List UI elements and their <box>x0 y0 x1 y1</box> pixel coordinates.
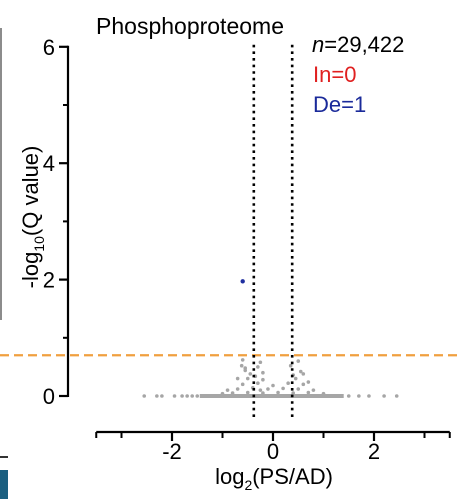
data-point <box>248 372 253 376</box>
data-point <box>367 394 371 398</box>
corner-fragment-block <box>0 470 8 499</box>
data-point <box>243 366 248 370</box>
down-regulated-count: De=1 <box>313 92 366 117</box>
data-point <box>291 391 296 395</box>
data-point <box>271 383 275 388</box>
data-point <box>195 394 200 398</box>
data-point <box>172 394 177 398</box>
data-point <box>301 382 306 387</box>
data-point <box>256 365 260 369</box>
x-tick-label: 2 <box>368 439 380 464</box>
x-axis-label-rest: (PS/AD) <box>252 464 333 489</box>
significant-down-point <box>240 279 245 284</box>
data-point <box>357 394 361 398</box>
data-point <box>235 376 240 381</box>
data-point <box>266 387 270 391</box>
data-point <box>288 363 293 368</box>
data-point <box>185 394 189 398</box>
data-point <box>296 387 301 391</box>
y-axis-label-sub: 10 <box>31 236 47 252</box>
data-point <box>239 363 244 368</box>
data-point <box>301 372 306 376</box>
y-tick-label: 6 <box>43 35 55 60</box>
n-count-label: n=29,422 <box>312 32 404 57</box>
ticks-layer: 0 2 4 6 -2 0 2 <box>43 35 451 464</box>
data-point <box>394 394 399 398</box>
data-point <box>296 359 301 363</box>
data-point <box>245 390 250 395</box>
data-point <box>346 394 351 398</box>
y-tick-label: 4 <box>43 151 55 176</box>
x-tick-label: -2 <box>162 439 182 464</box>
data-point <box>190 394 194 398</box>
data-point <box>240 382 245 387</box>
data-point <box>155 394 159 398</box>
data-point <box>261 370 265 375</box>
data-point <box>240 358 245 362</box>
data-point <box>261 391 265 395</box>
y-tick-label: 2 <box>43 268 55 293</box>
y-axis-label-main: -log <box>18 252 43 289</box>
points-layer <box>142 279 399 398</box>
x-tick-label: 0 <box>267 439 279 464</box>
corner-fragment-line <box>0 456 8 458</box>
dense-baseline-points <box>199 394 344 398</box>
left-edge-strip <box>0 28 2 320</box>
n-count-value: =29,422 <box>324 32 404 57</box>
data-point <box>235 387 240 391</box>
data-point <box>180 394 184 398</box>
x-axis-label: log2(PS/AD) <box>215 464 333 493</box>
y-axis-label-rest: (Q value) <box>18 146 43 236</box>
data-point <box>245 376 250 381</box>
x-axis-label-sub: 2 <box>244 477 252 493</box>
data-point <box>306 380 311 384</box>
n-count-prefix: n <box>312 32 324 57</box>
data-point <box>382 394 386 398</box>
x-axis-label-main: log <box>215 464 244 489</box>
data-point <box>225 388 230 392</box>
data-point <box>286 381 290 385</box>
chart-title: Phosphoproteome <box>96 13 284 39</box>
data-point <box>306 390 311 395</box>
data-point <box>281 386 285 391</box>
data-point <box>160 394 164 398</box>
data-point <box>311 388 316 392</box>
data-point <box>298 369 303 374</box>
data-point <box>230 391 235 395</box>
data-point <box>258 388 263 392</box>
data-point <box>142 394 147 398</box>
up-regulated-count: In=0 <box>313 62 356 87</box>
data-point <box>258 360 263 365</box>
data-point <box>293 376 298 381</box>
data-point <box>256 381 260 385</box>
data-point <box>276 390 280 395</box>
data-point <box>261 377 265 382</box>
y-axis-label: -log10(Q value) <box>18 146 47 289</box>
y-tick-label: 0 <box>43 384 55 409</box>
